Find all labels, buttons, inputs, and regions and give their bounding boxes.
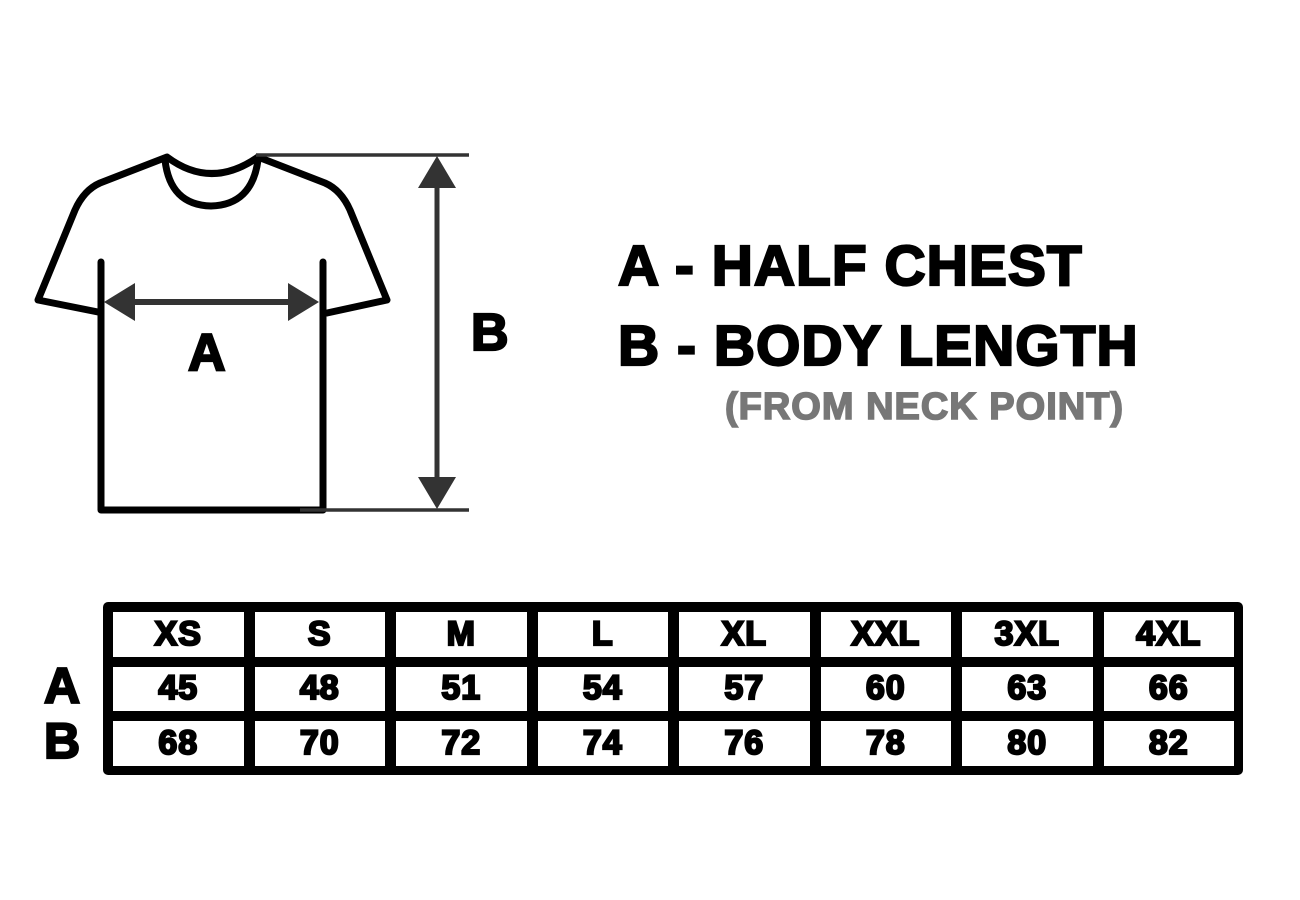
size-header: M [396,612,527,657]
cell-a: 66 [1103,666,1234,712]
tshirt-diagram [34,153,469,514]
cell-a: 51 [396,666,527,712]
size-header: XS [113,612,244,657]
row-label-b: B [43,712,82,770]
half-chest-arrow [104,283,319,321]
cell-b: 76 [679,721,810,766]
cell-b: 82 [1103,721,1234,766]
cell-b: 70 [254,721,385,766]
cell-a: 60 [820,666,951,712]
size-table: XS S M L XL XXL 3XL 4XL 45 48 51 54 57 6… [103,602,1243,775]
cell-a: 63 [962,666,1093,712]
size-header: XXL [820,612,951,657]
cell-a: 48 [254,666,385,712]
tshirt-outline [34,153,391,514]
cell-b: 68 [113,721,244,766]
row-label-a: A [43,657,82,715]
body-length-arrow [256,153,469,512]
cell-b: 80 [962,721,1093,766]
size-header: L [537,612,668,657]
cell-b: 74 [537,721,668,766]
legend-note: (FROM NECK POINT) [724,385,1125,429]
label-b: B [470,303,510,363]
legend-body-length: B - BODY LENGTH [617,313,1139,379]
cell-b: 72 [396,721,527,766]
cell-a: 45 [113,666,244,712]
size-header: S [254,612,385,657]
size-header: XL [679,612,810,657]
size-header: 3XL [962,612,1093,657]
size-header: 4XL [1103,612,1234,657]
cell-a: 54 [537,666,668,712]
cell-a: 57 [679,666,810,712]
cell-b: 78 [820,721,951,766]
label-a: A [187,323,227,383]
legend-half-chest: A - HALF CHEST [617,233,1083,299]
